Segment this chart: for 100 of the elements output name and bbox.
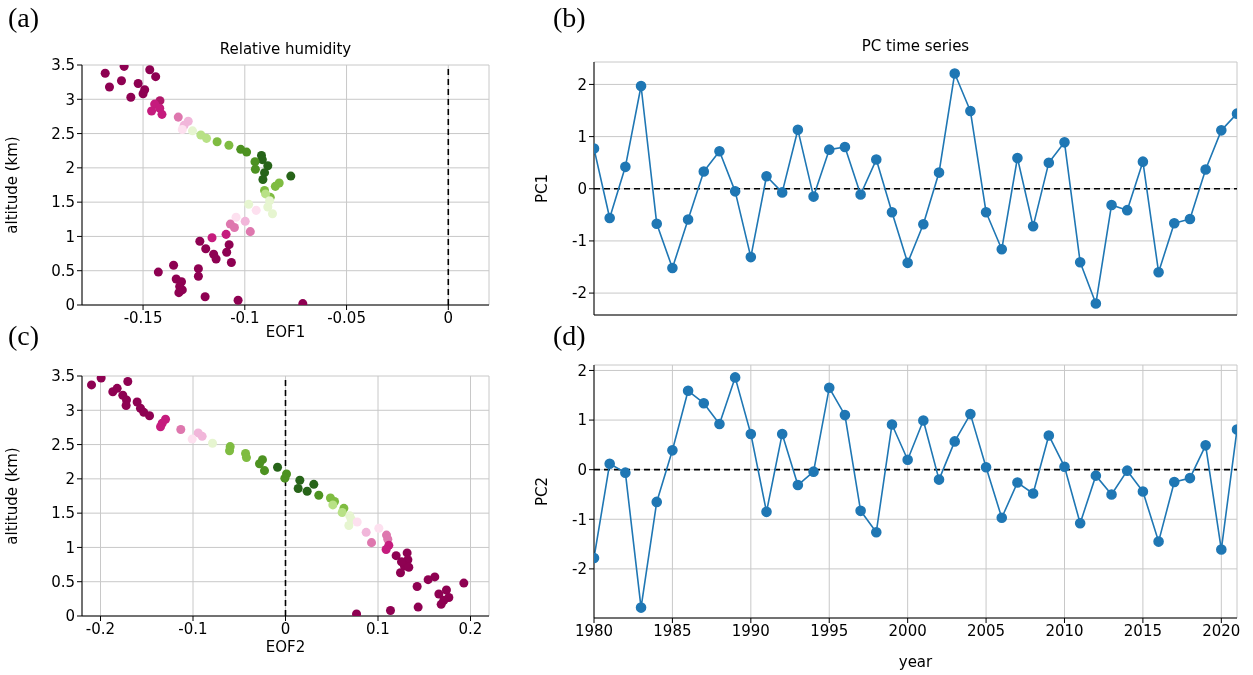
- x-tick-label: -0.2: [85, 619, 116, 638]
- x-tick-label: -0.1: [178, 619, 208, 638]
- point: [1184, 472, 1196, 484]
- point: [918, 218, 929, 230]
- point: [776, 187, 788, 198]
- y-tick-label: 3.5: [51, 367, 75, 386]
- y-tick-label: 1.5: [51, 504, 75, 523]
- point: [949, 68, 961, 79]
- point: [714, 145, 725, 157]
- y-tick-label: 0: [65, 296, 75, 315]
- text: (b): [553, 2, 586, 34]
- point: [761, 170, 772, 182]
- x-tick-label: 0: [280, 619, 291, 638]
- point: [933, 167, 945, 178]
- y-tick-label: 0.5: [51, 262, 75, 281]
- chart-title: PC time series: [860, 37, 971, 55]
- point: [1043, 157, 1055, 168]
- y-tick-label: 1: [577, 411, 587, 430]
- point: [1137, 156, 1149, 167]
- y-tick-label: 2: [65, 470, 75, 489]
- point: [714, 418, 725, 430]
- point: [949, 436, 961, 447]
- y-tick-label: 3: [65, 401, 75, 420]
- x-tick-label: 1995: [810, 621, 849, 640]
- point: [1121, 204, 1133, 216]
- point: [667, 445, 678, 456]
- point: [1059, 137, 1070, 148]
- text: (a): [8, 2, 40, 34]
- point: [886, 206, 898, 218]
- y-tick-label: 2.5: [51, 124, 75, 143]
- point: [996, 512, 1008, 524]
- point: [604, 212, 615, 224]
- point: [604, 458, 615, 470]
- point: [1027, 221, 1039, 232]
- point: [776, 428, 788, 440]
- point: [1043, 430, 1055, 441]
- point: [902, 257, 913, 269]
- point: [745, 428, 757, 440]
- point: [1184, 213, 1196, 225]
- point: [1153, 536, 1164, 547]
- point: [745, 251, 757, 263]
- y-axis-title: altitude (km): [3, 136, 22, 234]
- point: [823, 382, 835, 394]
- point: [870, 154, 882, 165]
- x-tick-label: 0.2: [458, 619, 483, 638]
- point: [761, 506, 772, 518]
- x-tick-label: 2010: [1045, 621, 1084, 640]
- x-tick-label: 2000: [888, 621, 927, 640]
- y-tick-label: -1: [572, 232, 587, 251]
- point: [1168, 476, 1180, 488]
- point: [839, 141, 851, 153]
- point: [698, 397, 710, 409]
- point: [1216, 544, 1227, 555]
- y-tick-label: 0.5: [51, 573, 75, 592]
- point: [808, 191, 819, 202]
- y-tick-label: 0: [65, 607, 75, 626]
- y-tick-label: -2: [572, 560, 587, 579]
- point: [839, 409, 851, 421]
- y-tick-label: 1: [65, 227, 75, 246]
- point: [1200, 164, 1211, 175]
- point: [651, 218, 663, 230]
- text: (d): [553, 320, 586, 352]
- x-axis-title: EOF2: [265, 638, 306, 656]
- y-tick-label: 0: [577, 180, 587, 199]
- point: [667, 262, 678, 274]
- point: [1090, 298, 1102, 309]
- y-tick-label: 1: [577, 127, 587, 146]
- point: [698, 166, 710, 177]
- point: [682, 214, 694, 225]
- x-tick-label: 2020: [1202, 621, 1241, 640]
- point: [1074, 517, 1086, 529]
- point: [1090, 470, 1102, 481]
- point: [729, 372, 741, 383]
- y-axis-title: altitude (km): [3, 447, 22, 545]
- point: [1059, 461, 1070, 472]
- point: [870, 526, 882, 538]
- x-tick-label: 1980: [574, 621, 614, 640]
- x-tick-label: 1985: [653, 621, 692, 640]
- y-tick-label: -2: [572, 284, 587, 303]
- y-tick-label: 2: [577, 361, 587, 380]
- point: [1200, 440, 1211, 451]
- y-axis-title: PC2: [533, 476, 552, 507]
- y-tick-label: 3: [65, 90, 75, 109]
- point: [996, 243, 1008, 255]
- point: [965, 408, 976, 420]
- point: [808, 466, 819, 477]
- x-axis-title: EOF1: [265, 323, 306, 341]
- y-tick-label: 1: [65, 538, 75, 557]
- y-tick-label: 3.5: [51, 56, 75, 75]
- x-tick-label: 1990: [731, 621, 770, 640]
- point: [620, 467, 631, 478]
- point: [1012, 152, 1023, 164]
- x-tick-label: 2015: [1123, 621, 1162, 640]
- point: [792, 479, 804, 491]
- point: [855, 505, 866, 517]
- y-tick-label: 2.5: [51, 435, 75, 454]
- point: [1137, 486, 1149, 497]
- point: [635, 80, 647, 92]
- point: [1168, 217, 1180, 229]
- point: [1216, 125, 1227, 136]
